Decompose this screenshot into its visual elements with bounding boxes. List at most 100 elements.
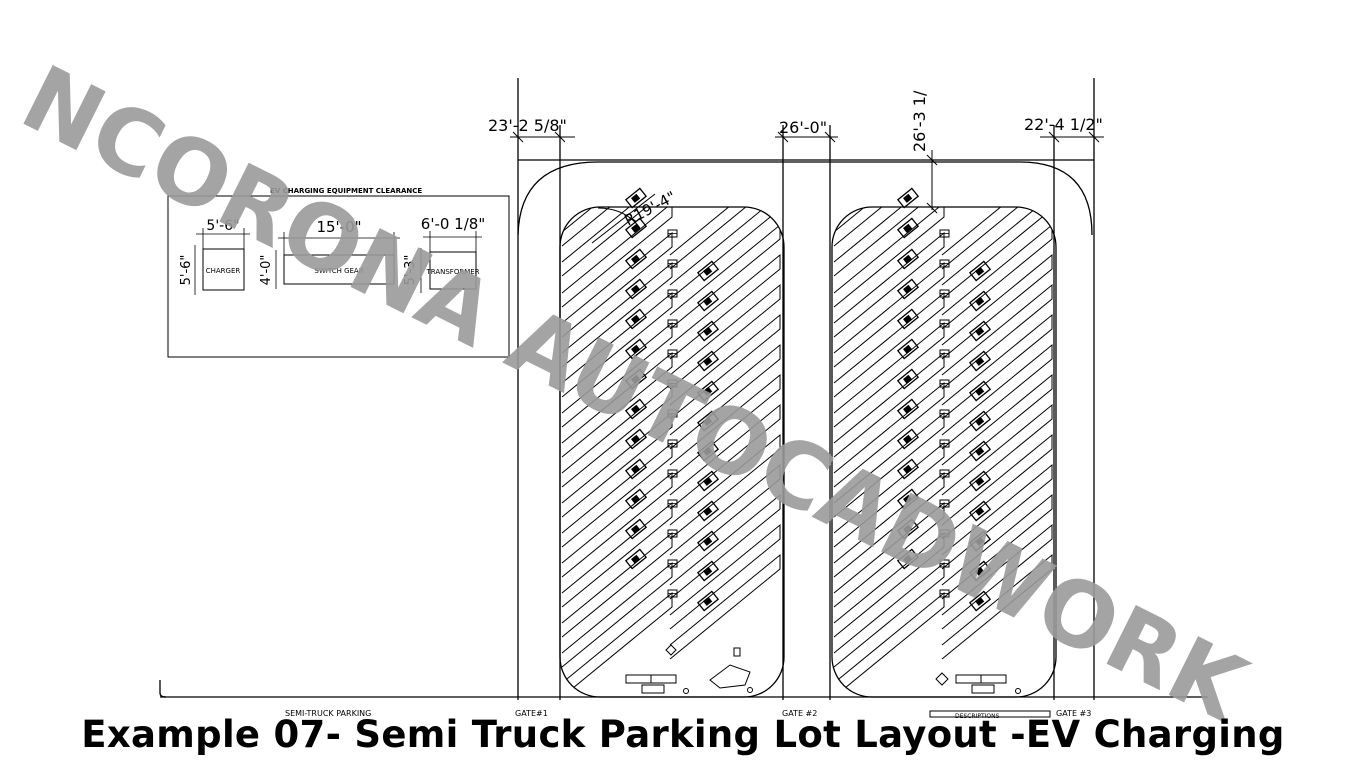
truck-icon xyxy=(896,428,920,450)
parking-stall xyxy=(561,351,673,458)
truck-cab-icon xyxy=(631,344,641,354)
parking-stall xyxy=(941,523,1053,630)
truck-icon xyxy=(696,380,720,402)
parking-stall xyxy=(669,403,781,510)
truck-icon xyxy=(968,560,992,582)
truck-cab-icon xyxy=(975,476,985,486)
truck-icon xyxy=(696,290,720,312)
parking-stall xyxy=(669,523,781,630)
parking-stall xyxy=(833,561,945,668)
truck-cab-icon xyxy=(903,464,913,474)
parking-stall xyxy=(561,471,673,578)
truck-icon xyxy=(896,398,920,420)
parking-stall xyxy=(941,253,1053,360)
truck-cab-icon xyxy=(631,494,641,504)
truck-icon xyxy=(624,308,648,330)
truck-cab-icon xyxy=(703,296,713,306)
parking-stall xyxy=(561,561,673,668)
parking-stall xyxy=(941,343,1053,450)
parking-stall xyxy=(561,441,673,548)
truck-cab-icon xyxy=(975,446,985,456)
truck-cab-icon xyxy=(631,254,641,264)
parking-stall xyxy=(941,403,1053,510)
truck-icon xyxy=(896,248,920,270)
dim-right-width: 22'-4 1/2" xyxy=(1024,115,1103,134)
truck-cab-icon xyxy=(903,223,913,233)
truck-cab-icon xyxy=(903,434,913,444)
truck-icon xyxy=(968,500,992,522)
parking-stall xyxy=(561,207,673,308)
truck-cab-icon xyxy=(703,356,713,366)
truck-cab-icon xyxy=(703,476,713,486)
parking-stall xyxy=(669,343,781,450)
parking-stall xyxy=(833,291,945,398)
parking-stall xyxy=(669,373,781,480)
parking-stall xyxy=(833,531,945,638)
parking-stall xyxy=(561,207,673,277)
parking-island-right xyxy=(831,187,1057,698)
truck-icon xyxy=(896,368,920,390)
truck-icon xyxy=(896,548,920,570)
truck-icon xyxy=(624,458,648,480)
truck-icon xyxy=(624,278,648,300)
truck-icon xyxy=(624,217,648,239)
truck-icon xyxy=(696,440,720,462)
truck-icon xyxy=(624,368,648,390)
transformer-height: 5'-3" xyxy=(403,255,418,286)
truck-cab-icon xyxy=(703,326,713,336)
charger-label: CHARGER xyxy=(206,267,241,275)
parking-stall xyxy=(669,493,781,600)
truck-cab-icon xyxy=(631,314,641,324)
semi-truck-parking-label: SEMI-TRUCK PARKING xyxy=(285,709,371,718)
truck-cab-icon xyxy=(631,404,641,414)
dim-top-gap: 26'-3 1/ xyxy=(910,90,929,152)
truck-icon xyxy=(624,248,648,270)
truck-cab-icon xyxy=(631,193,641,203)
truck-cab-icon xyxy=(903,374,913,384)
truck-cab-icon xyxy=(631,554,641,564)
charger-block xyxy=(202,248,245,291)
truck-cab-icon xyxy=(903,254,913,264)
truck-icon xyxy=(968,410,992,432)
truck-icon xyxy=(896,488,920,510)
truck-icon xyxy=(696,560,720,582)
parking-stall xyxy=(941,223,1053,330)
parking-stall xyxy=(669,313,781,420)
top-dimension-lines xyxy=(510,131,1104,214)
truck-cab-icon xyxy=(703,386,713,396)
truck-icon xyxy=(696,350,720,372)
truck-cab-icon xyxy=(975,296,985,306)
truck-cab-icon xyxy=(975,356,985,366)
parking-stall xyxy=(561,591,673,697)
parking-stall xyxy=(941,493,1053,600)
truck-icon xyxy=(968,440,992,462)
parking-stall xyxy=(561,321,673,428)
truck-icon xyxy=(696,500,720,522)
truck-icon xyxy=(968,590,992,612)
parking-stall xyxy=(941,207,1053,270)
truck-icon xyxy=(624,338,648,360)
watermark-text: NCORONA AUTOCADWORK xyxy=(6,46,1264,744)
parking-island-left xyxy=(559,187,785,698)
switch-gear-height: 4'-0" xyxy=(259,255,274,286)
transformer-block xyxy=(429,251,477,290)
truck-cab-icon xyxy=(703,566,713,576)
truck-cab-icon xyxy=(703,446,713,456)
truck-icon xyxy=(696,530,720,552)
parking-stall xyxy=(941,373,1053,480)
truck-icon xyxy=(968,530,992,552)
truck-cab-icon xyxy=(903,554,913,564)
truck-icon xyxy=(896,217,920,239)
parking-stall xyxy=(833,591,945,697)
truck-icon xyxy=(624,548,648,570)
parking-stall xyxy=(833,351,945,458)
truck-cab-icon xyxy=(631,374,641,384)
truck-icon xyxy=(968,260,992,282)
truck-icon xyxy=(624,488,648,510)
bottom-equipment xyxy=(625,644,1051,718)
parking-stall xyxy=(941,433,1053,540)
parking-stall xyxy=(833,441,945,548)
truck-cab-icon xyxy=(703,416,713,426)
truck-icon xyxy=(696,470,720,492)
